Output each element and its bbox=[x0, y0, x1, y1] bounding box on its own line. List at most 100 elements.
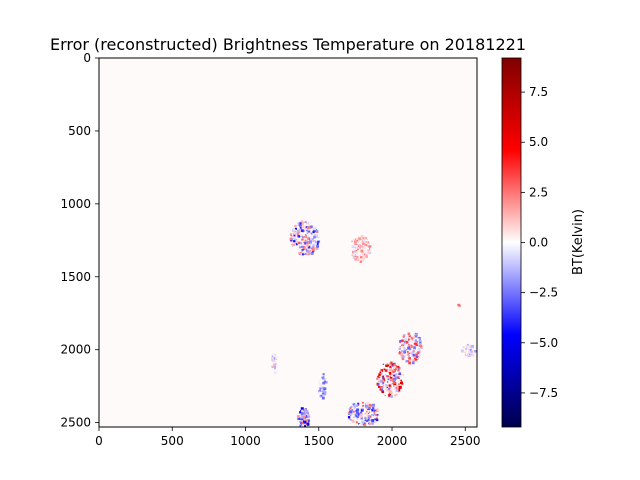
heatmap-cell bbox=[385, 388, 389, 391]
heatmap-cell bbox=[397, 388, 401, 392]
heatmap-cell bbox=[351, 254, 354, 257]
heatmap-cell bbox=[271, 365, 274, 369]
heatmap-cell bbox=[290, 233, 292, 235]
heatmap-cell bbox=[412, 350, 415, 353]
heatmap-cell bbox=[301, 245, 304, 248]
heatmap-cell bbox=[389, 362, 391, 364]
heatmap-cell bbox=[401, 339, 404, 342]
heatmap-cell bbox=[370, 420, 372, 422]
heatmap-cell bbox=[366, 419, 369, 422]
heatmap-cell bbox=[300, 409, 302, 412]
heatmap-cell bbox=[397, 387, 399, 389]
heatmap-cell bbox=[390, 379, 392, 381]
heatmap-layer bbox=[271, 220, 477, 427]
heatmap-cell bbox=[393, 377, 397, 380]
heatmap-cell bbox=[362, 245, 366, 249]
heatmap-cell bbox=[402, 334, 406, 337]
colorbar-tick-label: 5.0 bbox=[529, 135, 548, 149]
heatmap-cell bbox=[301, 415, 305, 419]
heatmap-cell bbox=[357, 248, 359, 251]
heatmap-cell bbox=[355, 404, 359, 407]
heatmap-cell bbox=[408, 344, 410, 346]
heatmap-cell bbox=[303, 221, 305, 224]
heatmap-cell bbox=[458, 304, 460, 306]
heatmap-cell bbox=[306, 410, 309, 413]
heatmap-cell bbox=[301, 242, 305, 246]
heatmap-cell bbox=[400, 342, 404, 345]
heatmap-cell bbox=[300, 423, 303, 426]
heatmap-cell bbox=[373, 413, 375, 416]
heatmap-cell bbox=[359, 411, 362, 414]
heatmap-cell bbox=[404, 353, 407, 356]
heatmap-cell bbox=[474, 350, 477, 353]
heatmap-cell bbox=[466, 344, 468, 347]
heatmap-cell bbox=[307, 245, 311, 249]
heatmap-cell bbox=[368, 422, 371, 425]
heatmap-cell bbox=[358, 423, 361, 426]
heatmap-cell bbox=[378, 376, 381, 379]
y-tick-label: 1000 bbox=[60, 197, 91, 211]
heatmap-cell bbox=[410, 336, 413, 339]
heatmap-cell bbox=[408, 354, 410, 357]
heatmap-cell bbox=[411, 361, 415, 365]
heatmap-cell bbox=[273, 367, 276, 370]
heatmap-cell bbox=[400, 379, 403, 382]
heatmap-cell bbox=[316, 244, 320, 248]
heatmap-cell bbox=[297, 235, 300, 238]
heatmap-cell bbox=[356, 238, 358, 240]
heatmap-cell bbox=[324, 378, 326, 380]
heatmap-cell bbox=[294, 224, 297, 228]
heatmap-cell bbox=[299, 421, 301, 423]
heatmap-cell bbox=[305, 419, 309, 422]
heatmap-cell bbox=[306, 226, 310, 230]
heatmap-cell bbox=[308, 222, 312, 225]
heatmap-cell bbox=[306, 422, 310, 426]
heatmap-cell bbox=[352, 407, 355, 409]
heatmap-cell bbox=[364, 403, 367, 405]
heatmap-cell bbox=[400, 352, 404, 356]
heatmap-cell bbox=[368, 250, 370, 252]
heatmap-cell bbox=[301, 236, 304, 239]
heatmap-cell bbox=[309, 235, 312, 239]
heatmap-cell bbox=[377, 375, 379, 378]
heatmap-cell bbox=[387, 369, 389, 371]
heatmap-cell bbox=[308, 232, 312, 236]
heatmap-cell bbox=[368, 411, 371, 413]
heatmap-cell bbox=[402, 345, 404, 348]
heatmap-cell bbox=[310, 252, 314, 255]
heatmap-cell bbox=[297, 246, 300, 249]
heatmap-cell bbox=[309, 240, 312, 244]
heatmap-cell bbox=[319, 380, 323, 384]
heatmap-cell bbox=[292, 242, 294, 244]
heatmap-cell bbox=[392, 370, 395, 373]
heatmap-cell bbox=[387, 391, 389, 393]
heatmap-cell bbox=[355, 421, 358, 424]
heatmap-cell bbox=[415, 339, 419, 343]
heatmap-cell bbox=[297, 241, 301, 245]
heatmap-cell bbox=[299, 236, 301, 238]
heatmap-cell bbox=[388, 371, 392, 375]
heatmap-cell bbox=[364, 242, 367, 245]
heatmap-cell bbox=[301, 248, 305, 252]
heatmap-cell bbox=[389, 362, 393, 366]
heatmap-cell bbox=[407, 338, 411, 341]
heatmap-cell bbox=[419, 341, 422, 344]
heatmap-cell bbox=[314, 234, 316, 237]
heatmap-cell bbox=[408, 337, 410, 339]
heatmap-cell bbox=[395, 373, 398, 376]
heatmap-cell bbox=[391, 364, 394, 367]
colorbar-tick-label: −2.5 bbox=[529, 286, 558, 300]
x-tick-label: 1000 bbox=[230, 434, 261, 448]
heatmap-cell bbox=[274, 360, 278, 363]
heatmap-cell bbox=[310, 234, 313, 237]
heatmap-cell bbox=[371, 418, 375, 422]
heatmap-cell bbox=[402, 355, 405, 358]
heatmap-cell bbox=[297, 229, 301, 233]
heatmap-cell bbox=[355, 409, 358, 413]
heatmap-cell bbox=[390, 367, 392, 369]
heatmap-cell bbox=[300, 253, 302, 255]
heatmap-cell bbox=[310, 225, 313, 228]
x-axis: 0 500 1000 1500 2000 2500 bbox=[95, 427, 481, 448]
heatmap-cell bbox=[415, 335, 418, 338]
heatmap-cell bbox=[470, 346, 472, 349]
